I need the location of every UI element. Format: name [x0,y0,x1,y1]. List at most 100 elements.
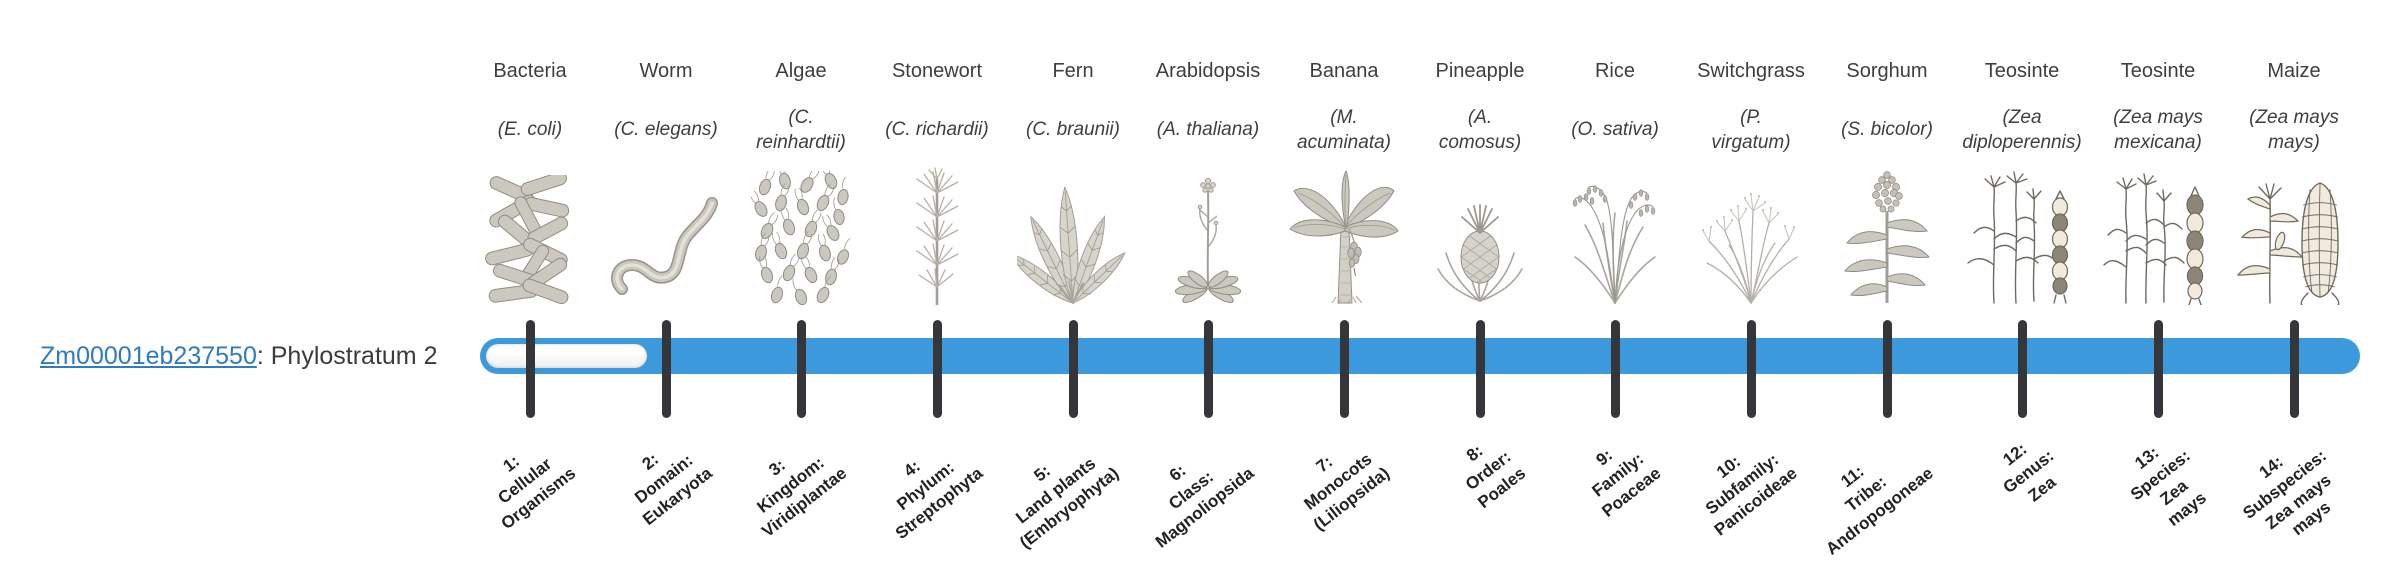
organism-sci-name: (O. sativa) [1547,94,1683,166]
sci-line-1: (M. [1330,106,1358,128]
sci-line-1: (P. [1740,106,1762,128]
gene-link[interactable]: Zm00001eb237550 [40,341,257,370]
organism-column-fern: Fern (C. braunii) 5: Land plants (Embryo… [1005,0,1141,580]
organism-column-teosinte-diploperennis: Teosinte (Zea diploperennis) [1954,0,2090,580]
banana-illustration [1276,160,1412,305]
organism-sci-name: (A. thaliana) [1140,94,1276,166]
algae-illustration [733,160,869,305]
sci-line-2: mexicana) [2114,132,2202,153]
sci-line-1: (C. braunii) [1026,119,1120,141]
worm-illustration [598,160,734,305]
organism-name: Rice [1594,60,1635,82]
sci-line-1: (C. elegans) [614,119,718,141]
stratum-label: 6: Class: Magnoliopsida [1151,460,1258,552]
organism-sci-name: (P. virgatum) [1683,94,1819,166]
rice-illustration [1547,160,1683,305]
phylostratum-tick [2017,320,2027,418]
stratum-label: 8: Order: Poales [1461,441,1530,512]
organism-column-bacteria: Bacteria (E. coli) [462,0,598,580]
phylostratum-bar [480,338,2360,374]
stratum-label: 9: Family: Poaceae [1588,445,1665,521]
organism-sci-name: (M. acuminata) [1276,94,1412,166]
organism-name: Fern [1052,60,1094,82]
organism-sci-name: (C. elegans) [598,94,734,166]
stratum-label: 1: Cellular Organisms [494,451,580,533]
organism-column-algae: Algae (C. reinhardtii) [733,0,869,580]
organism-name: Worm [639,60,693,82]
stratum-label: 14: Subspecies: Zea mays mays [2239,445,2335,540]
organism-column-banana: Banana (M. acuminata) [1276,0,1412,580]
switchgrass-illustration [1683,160,1819,305]
organism-name: Maize [2267,60,2321,82]
stratum-label: 12: Genus: Zea [1999,439,2060,506]
phylostratum-tick [1475,320,1485,418]
unfilled-stratum-segment [486,344,647,368]
organism-name: Bacteria [493,60,567,82]
organism-name: Teosinte [2120,60,2196,82]
stratum-label: 5: Land plants (Embryophyta) [1012,453,1123,552]
phylostratum-tick [796,320,806,418]
organism-column-sorghum: Sorghum (S. bicolor) [1819,0,1955,580]
phylostratum-tick [1339,320,1349,418]
organism-column-stonewort: Stonewort (C. richardii) 4: Phylum: [869,0,1005,580]
sci-line-2: virgatum) [1711,132,1791,153]
organism-sci-name: (Zea diploperennis) [1954,94,2090,166]
sci-line-2: diploperennis) [1962,132,2082,153]
gene-label: Zm00001eb237550: Phylostratum 2 [40,337,438,375]
sci-line-1: (S. bicolor) [1841,119,1933,141]
stonewort-illustration [869,160,1005,305]
organism-name: Switchgrass [1697,60,1805,82]
sorghum-illustration [1819,160,1955,305]
phylostratum-tick [1068,320,1078,418]
organism-column-worm: Worm (C. elegans) 2: Domain: Eukaryota [598,0,734,580]
stratum-label: 13: Species: Zea mays [2126,442,2211,531]
organism-name: Banana [1309,60,1379,82]
organism-name: Pineapple [1435,60,1525,82]
sci-line-2: acuminata) [1297,132,1391,153]
organism-sci-name: (C. reinhardtii) [733,94,869,166]
organism-sci-name: (C. braunii) [1005,94,1141,166]
fern-illustration [1005,160,1141,305]
organism-name: Stonewort [891,60,983,82]
organism-column-switchgrass: Switchgrass (P. virgatum) [1683,0,1819,580]
sci-line-1: (A. [1467,106,1493,128]
phylostratum-tick [1882,320,1892,418]
organism-sci-name: (S. bicolor) [1819,94,1955,166]
organism-column-pineapple: Pineapple (A. comosus) [1412,0,1548,580]
sci-line-1: (C. [788,106,814,128]
stratum-label: 3: Kingdom: Viridiplantae [753,452,851,541]
sci-line-2: comosus) [1438,132,1522,153]
sci-line-1: (E. coli) [497,119,563,141]
bacteria-illustration [462,160,598,305]
organism-sci-name: (Zea mays mays) [2226,94,2362,166]
sci-line-1: (C. richardii) [885,119,989,141]
organism-sci-name: (E. coli) [462,94,598,166]
organism-name: Arabidopsis [1155,60,1261,82]
teosinte-illustration [1954,160,2090,305]
sci-line-2: mays) [2268,132,2320,153]
maize-illustration [2226,160,2362,305]
phylostratum-tick [525,320,535,418]
phylostratum-text: : Phylostratum 2 [256,341,438,370]
sci-line-2: reinhardtii) [756,132,846,153]
sci-line-1: (Zea mays [2113,106,2203,128]
organism-sci-name: (A. comosus) [1412,94,1548,166]
organism-column-teosinte-mexicana: Teosinte (Zea mays mexicana) [2090,0,2226,580]
stratum-label: 10: Subfamily: Panicoideae [1701,449,1801,540]
pineapple-illustration [1412,160,1548,305]
stratum-label: 7: Monocots (Liliopsida) [1300,449,1394,534]
phylostratum-tick [1610,320,1620,418]
phylostratum-tick [2289,320,2299,418]
organism-sci-name: (Zea mays mexicana) [2090,94,2226,166]
stratum-label: 4: Phylum: Streptophyta [891,456,987,543]
sci-line-1: (O. sativa) [1571,119,1659,141]
sci-line-1: (Zea mays [2249,106,2339,128]
phylostratum-tick [1746,320,1756,418]
organism-name: Teosinte [1984,60,2060,82]
phylostratum-tick [2153,320,2163,418]
phylostratum-tick [1203,320,1213,418]
sci-line-1: (Zea [2002,106,2042,128]
phylostratum-tick [661,320,671,418]
phylostratum-tick [932,320,942,418]
